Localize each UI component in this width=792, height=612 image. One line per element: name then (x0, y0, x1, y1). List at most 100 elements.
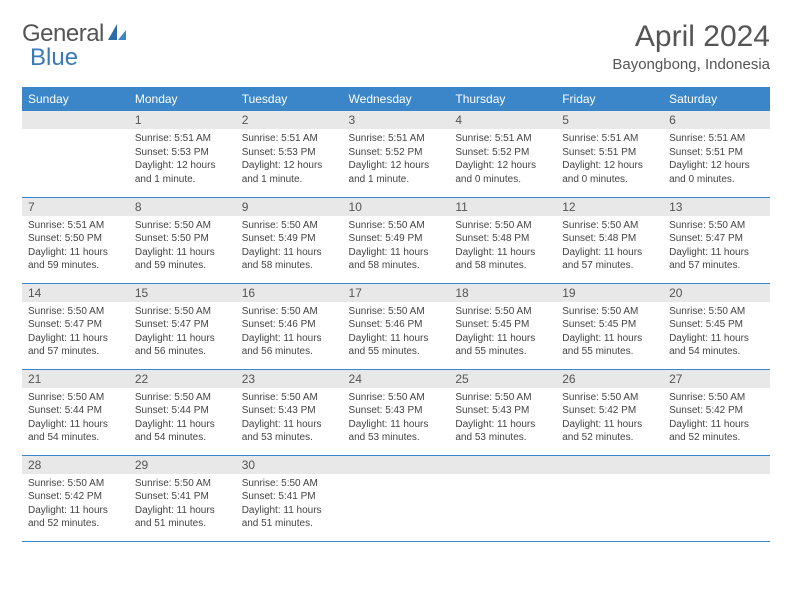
day-number: 18 (449, 284, 556, 302)
daylight-text: Daylight: 12 hours and 0 minutes. (562, 159, 657, 186)
calendar-cell: 23Sunrise: 5:50 AMSunset: 5:43 PMDayligh… (236, 369, 343, 455)
sunrise-text: Sunrise: 5:50 AM (135, 305, 230, 319)
day-number: 28 (22, 456, 129, 474)
sunrise-text: Sunrise: 5:50 AM (562, 305, 657, 319)
daylight-text: Daylight: 12 hours and 1 minute. (349, 159, 444, 186)
day-number-empty (343, 456, 450, 474)
calendar-week: 21Sunrise: 5:50 AMSunset: 5:44 PMDayligh… (22, 369, 770, 455)
day-details: Sunrise: 5:51 AMSunset: 5:50 PMDaylight:… (22, 216, 129, 279)
sunrise-text: Sunrise: 5:50 AM (669, 219, 764, 233)
sunrise-text: Sunrise: 5:50 AM (562, 391, 657, 405)
calendar-cell: 6Sunrise: 5:51 AMSunset: 5:51 PMDaylight… (663, 111, 770, 197)
calendar-cell: 29Sunrise: 5:50 AMSunset: 5:41 PMDayligh… (129, 455, 236, 541)
day-number: 13 (663, 198, 770, 216)
day-details: Sunrise: 5:50 AMSunset: 5:46 PMDaylight:… (343, 302, 450, 365)
sunrise-text: Sunrise: 5:50 AM (135, 477, 230, 491)
day-number: 26 (556, 370, 663, 388)
calendar-cell: 13Sunrise: 5:50 AMSunset: 5:47 PMDayligh… (663, 197, 770, 283)
daylight-text: Daylight: 11 hours and 56 minutes. (135, 332, 230, 359)
day-number: 4 (449, 111, 556, 129)
daylight-text: Daylight: 12 hours and 1 minute. (135, 159, 230, 186)
sunrise-text: Sunrise: 5:51 AM (562, 132, 657, 146)
sunrise-text: Sunrise: 5:50 AM (669, 391, 764, 405)
sunset-text: Sunset: 5:43 PM (349, 404, 444, 418)
header: General April 2024 Bayongbong, Indonesia (22, 20, 770, 73)
calendar-cell: 5Sunrise: 5:51 AMSunset: 5:51 PMDaylight… (556, 111, 663, 197)
day-number: 11 (449, 198, 556, 216)
day-details: Sunrise: 5:51 AMSunset: 5:53 PMDaylight:… (236, 129, 343, 192)
day-number: 23 (236, 370, 343, 388)
day-details: Sunrise: 5:51 AMSunset: 5:51 PMDaylight:… (663, 129, 770, 192)
sunset-text: Sunset: 5:49 PM (242, 232, 337, 246)
sunset-text: Sunset: 5:52 PM (349, 146, 444, 160)
day-number: 29 (129, 456, 236, 474)
calendar-cell (449, 455, 556, 541)
calendar-cell: 27Sunrise: 5:50 AMSunset: 5:42 PMDayligh… (663, 369, 770, 455)
sunrise-text: Sunrise: 5:50 AM (28, 305, 123, 319)
day-details: Sunrise: 5:50 AMSunset: 5:47 PMDaylight:… (129, 302, 236, 365)
calendar-body: 1Sunrise: 5:51 AMSunset: 5:53 PMDaylight… (22, 111, 770, 541)
day-number: 17 (343, 284, 450, 302)
sunset-text: Sunset: 5:43 PM (455, 404, 550, 418)
daylight-text: Daylight: 11 hours and 53 minutes. (455, 418, 550, 445)
weekday-header: Saturday (663, 87, 770, 111)
sunset-text: Sunset: 5:45 PM (562, 318, 657, 332)
calendar-cell (343, 455, 450, 541)
day-number: 2 (236, 111, 343, 129)
calendar-cell: 20Sunrise: 5:50 AMSunset: 5:45 PMDayligh… (663, 283, 770, 369)
day-number: 3 (343, 111, 450, 129)
day-number: 9 (236, 198, 343, 216)
day-details: Sunrise: 5:50 AMSunset: 5:46 PMDaylight:… (236, 302, 343, 365)
day-number: 22 (129, 370, 236, 388)
sunset-text: Sunset: 5:48 PM (562, 232, 657, 246)
sunset-text: Sunset: 5:53 PM (135, 146, 230, 160)
calendar-cell: 15Sunrise: 5:50 AMSunset: 5:47 PMDayligh… (129, 283, 236, 369)
calendar-week: 1Sunrise: 5:51 AMSunset: 5:53 PMDaylight… (22, 111, 770, 197)
day-details: Sunrise: 5:50 AMSunset: 5:41 PMDaylight:… (236, 474, 343, 537)
location: Bayongbong, Indonesia (612, 56, 770, 73)
day-details: Sunrise: 5:50 AMSunset: 5:43 PMDaylight:… (449, 388, 556, 451)
calendar-cell: 16Sunrise: 5:50 AMSunset: 5:46 PMDayligh… (236, 283, 343, 369)
sunrise-text: Sunrise: 5:51 AM (455, 132, 550, 146)
title-block: April 2024 Bayongbong, Indonesia (612, 20, 770, 73)
sunset-text: Sunset: 5:47 PM (28, 318, 123, 332)
day-details: Sunrise: 5:50 AMSunset: 5:45 PMDaylight:… (449, 302, 556, 365)
sunrise-text: Sunrise: 5:50 AM (455, 305, 550, 319)
day-details: Sunrise: 5:50 AMSunset: 5:42 PMDaylight:… (22, 474, 129, 537)
calendar-cell: 8Sunrise: 5:50 AMSunset: 5:50 PMDaylight… (129, 197, 236, 283)
calendar-cell: 25Sunrise: 5:50 AMSunset: 5:43 PMDayligh… (449, 369, 556, 455)
calendar-cell: 14Sunrise: 5:50 AMSunset: 5:47 PMDayligh… (22, 283, 129, 369)
sunrise-text: Sunrise: 5:50 AM (349, 391, 444, 405)
day-number: 1 (129, 111, 236, 129)
calendar-cell: 18Sunrise: 5:50 AMSunset: 5:45 PMDayligh… (449, 283, 556, 369)
weekday-header: Friday (556, 87, 663, 111)
sunrise-text: Sunrise: 5:50 AM (349, 305, 444, 319)
sunrise-text: Sunrise: 5:50 AM (28, 477, 123, 491)
day-details: Sunrise: 5:51 AMSunset: 5:53 PMDaylight:… (129, 129, 236, 192)
daylight-text: Daylight: 11 hours and 51 minutes. (242, 504, 337, 531)
day-number: 25 (449, 370, 556, 388)
daylight-text: Daylight: 12 hours and 0 minutes. (669, 159, 764, 186)
day-details: Sunrise: 5:51 AMSunset: 5:51 PMDaylight:… (556, 129, 663, 192)
daylight-text: Daylight: 11 hours and 56 minutes. (242, 332, 337, 359)
logo-text-2: Blue (30, 44, 78, 71)
day-number: 7 (22, 198, 129, 216)
sunrise-text: Sunrise: 5:51 AM (28, 219, 123, 233)
sunrise-text: Sunrise: 5:50 AM (135, 219, 230, 233)
sunrise-text: Sunrise: 5:50 AM (349, 219, 444, 233)
daylight-text: Daylight: 11 hours and 59 minutes. (135, 246, 230, 273)
sunset-text: Sunset: 5:50 PM (135, 232, 230, 246)
day-details: Sunrise: 5:50 AMSunset: 5:48 PMDaylight:… (449, 216, 556, 279)
daylight-text: Daylight: 11 hours and 53 minutes. (349, 418, 444, 445)
daylight-text: Daylight: 11 hours and 58 minutes. (242, 246, 337, 273)
sunset-text: Sunset: 5:45 PM (455, 318, 550, 332)
day-number: 5 (556, 111, 663, 129)
daylight-text: Daylight: 11 hours and 59 minutes. (28, 246, 123, 273)
day-number: 30 (236, 456, 343, 474)
calendar-cell: 2Sunrise: 5:51 AMSunset: 5:53 PMDaylight… (236, 111, 343, 197)
daylight-text: Daylight: 11 hours and 55 minutes. (562, 332, 657, 359)
calendar-head: SundayMondayTuesdayWednesdayThursdayFrid… (22, 87, 770, 111)
day-details: Sunrise: 5:50 AMSunset: 5:47 PMDaylight:… (22, 302, 129, 365)
calendar-cell: 28Sunrise: 5:50 AMSunset: 5:42 PMDayligh… (22, 455, 129, 541)
day-details: Sunrise: 5:50 AMSunset: 5:45 PMDaylight:… (556, 302, 663, 365)
